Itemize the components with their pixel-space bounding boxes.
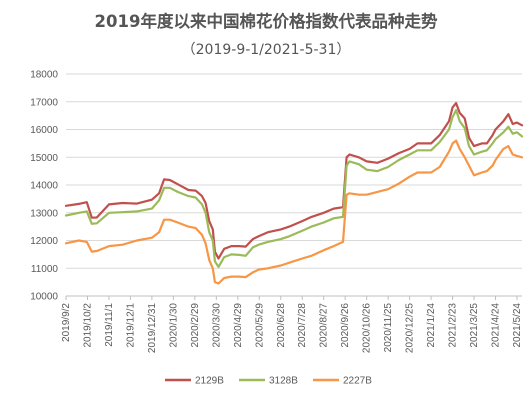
- x-tick-label: 2020/3/30: [211, 303, 222, 348]
- x-tick-label: 2021/3/25: [469, 303, 480, 348]
- x-tick-label: 2019/10/2: [82, 303, 93, 348]
- x-tick-label: 2020/11/25: [383, 303, 394, 353]
- y-tick-label: 12000: [30, 236, 58, 247]
- series-lines: [64, 102, 524, 285]
- y-tick-label: 16000: [30, 125, 58, 136]
- series-line-2129B: [64, 102, 524, 260]
- x-tick-label: 2020/4/29: [233, 303, 244, 348]
- y-tick-label: 17000: [30, 97, 58, 108]
- x-tick-label: 2021/5/24: [512, 303, 523, 348]
- x-tick-label: 2020/5/29: [254, 303, 265, 348]
- legend-label-2129B: 2129B: [195, 376, 224, 387]
- y-tick-label: 14000: [30, 181, 58, 192]
- grid-lines: [66, 73, 522, 269]
- y-tick-label: 15000: [30, 153, 58, 164]
- x-tick-label: 2020/9/26: [340, 303, 351, 348]
- chart-subtitle: （2019-9-1/2021-5-31）: [182, 42, 351, 58]
- series-line-2227B: [64, 139, 524, 285]
- x-tick-label: 2020/12/25: [405, 303, 416, 353]
- axes: 10000 11000 12000 13000 14000 15000 16000 17000…: [30, 70, 523, 354]
- x-tick-label: 2020/7/28: [297, 303, 308, 348]
- x-tick-label: 2021/4/24: [491, 303, 502, 348]
- x-tick-label: 2020/6/28: [276, 303, 287, 348]
- x-tick-label: 2019/12/1: [125, 303, 136, 348]
- y-tick-label: 10000: [30, 292, 58, 303]
- x-tick-label: 2021/1/24: [426, 303, 437, 348]
- x-tick-label: 2019/9/2: [61, 303, 72, 342]
- y-tick-label: 13000: [30, 208, 58, 219]
- chart-title: 2019年度以来中国棉花价格指数代表品种走势: [95, 11, 438, 31]
- x-tick-label: 2020/8/27: [319, 303, 330, 348]
- x-tick-label: 2021/2/23: [448, 303, 459, 348]
- legend-label-3128B: 3128B: [269, 376, 298, 387]
- x-tick-label: 2019/12/31: [147, 303, 158, 353]
- legend-label-2227B: 2227B: [343, 376, 372, 387]
- y-tick-label: 11000: [31, 264, 59, 275]
- x-tick-label: 2020/10/26: [362, 303, 373, 353]
- legend: 2129B 3128B 2227B: [165, 376, 372, 387]
- x-tick-label: 2019/11/1: [104, 303, 115, 347]
- x-tick-label: 2020/1/30: [168, 303, 179, 348]
- series-line-3128B: [64, 109, 524, 268]
- x-tick-label: 2020/2/29: [190, 303, 201, 348]
- y-tick-label: 18000: [30, 70, 58, 81]
